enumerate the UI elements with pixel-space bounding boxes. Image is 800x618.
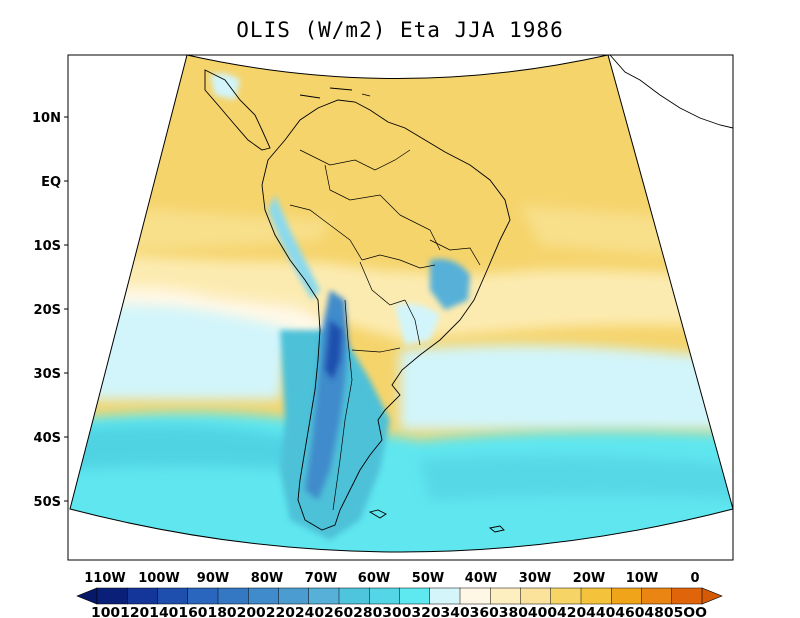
lon-tick-label: 10W [626, 571, 658, 586]
colorbar-swatch [399, 587, 431, 605]
plot-frame [67, 54, 734, 561]
colorbar-low-arrow [76, 587, 98, 605]
colorbar-swatch [429, 587, 461, 605]
colorbar-swatch [369, 587, 401, 605]
lon-tick-label: 40W [465, 571, 497, 586]
lat-tick: 10S [34, 239, 68, 254]
lon-tick-label: 110W [84, 571, 125, 586]
colorbar-swatch [96, 587, 128, 605]
colorbar-swatch [308, 587, 340, 605]
lat-tick-label: EQ [41, 175, 61, 190]
colorbar-high-arrow [701, 587, 723, 605]
colorbar-swatch [187, 587, 219, 605]
lat-tick: EQ [41, 175, 68, 190]
lon-tick-label: 80W [251, 571, 283, 586]
lat-tick: 40S [34, 431, 68, 446]
country-borders [289, 149, 481, 511]
lon-tick-label: 20W [573, 571, 605, 586]
colorbar-swatch [338, 587, 370, 605]
colorbar-swatch [520, 587, 552, 605]
lon-tick-label: 70W [305, 571, 337, 586]
olis-field [70, 55, 733, 552]
coastlines [204, 54, 734, 533]
lon-axis: 110W 100W 90W 80W 70W 60W 50W 40W 30W 20… [84, 571, 699, 586]
colorbar-swatch [550, 587, 582, 605]
lat-tick-label: 10S [34, 239, 61, 254]
colorbar-swatch [217, 587, 249, 605]
lon-tick-label: 30W [519, 571, 551, 586]
south-georgia [488, 525, 505, 533]
colorbar-swatch [580, 587, 612, 605]
colorbar-swatch [127, 587, 159, 605]
colorbar: 1001201401601802002202402602803003203403… [76, 587, 723, 618]
lat-tick-label: 10N [32, 111, 61, 126]
lat-tick: 30S [34, 367, 68, 382]
colorbar-swatch [671, 587, 703, 605]
colorbar-swatch [611, 587, 643, 605]
lon-tick-label: 90W [197, 571, 229, 586]
africa-coast [609, 54, 734, 129]
lat-axis: 10N EQ 10S 20S 30S 40S 50S [32, 111, 68, 510]
lon-tick-label: 100W [138, 571, 179, 586]
lat-tick-label: 50S [34, 495, 61, 510]
colorbar-swatch [459, 587, 491, 605]
south-america-coast [261, 99, 511, 531]
lat-tick: 10N [32, 111, 68, 126]
central-america-coast [204, 69, 271, 151]
lat-tick: 20S [34, 303, 68, 318]
lat-tick: 50S [34, 495, 68, 510]
colorbar-swatch [490, 587, 522, 605]
lat-tick-label: 30S [34, 367, 61, 382]
domain-outline [69, 54, 734, 553]
colorbar-swatch [157, 587, 189, 605]
lon-tick-label: 0 [690, 571, 699, 586]
lat-tick-label: 40S [34, 431, 61, 446]
colorbar-swatch [641, 587, 673, 605]
colorbar-swatch [278, 587, 310, 605]
chart-title: OLIS (W/m2) Eta JJA 1986 [236, 18, 564, 42]
colorbar-swatch [248, 587, 280, 605]
lat-tick-label: 20S [34, 303, 61, 318]
lon-tick-label: 50W [412, 571, 444, 586]
falkland-islands [368, 509, 387, 519]
caribbean-islands [299, 87, 371, 99]
lon-tick-label: 60W [358, 571, 390, 586]
colorbar-labels: 1001201401601802002202402602803003203403… [91, 606, 707, 618]
